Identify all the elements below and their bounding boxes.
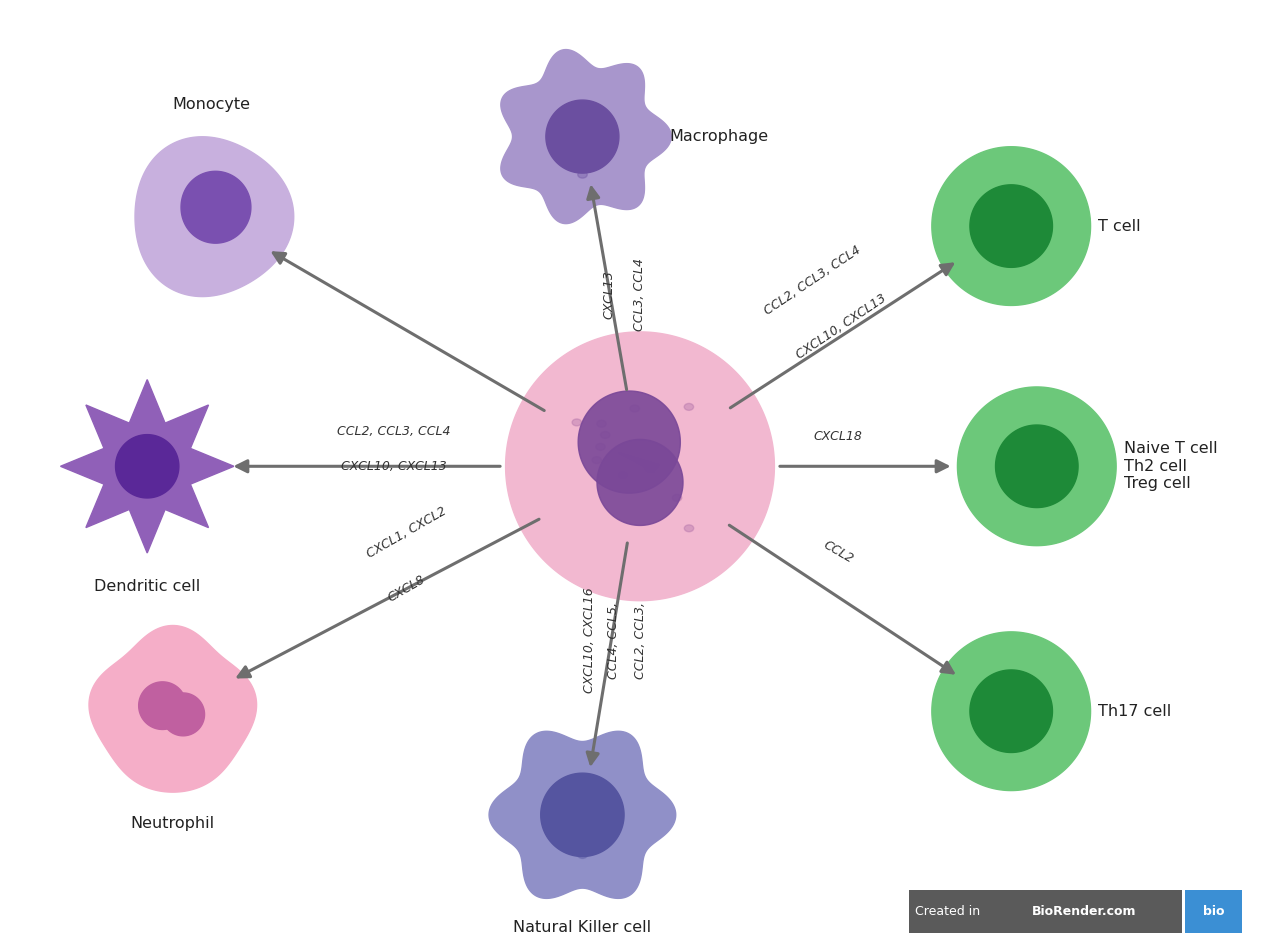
Circle shape <box>672 495 682 501</box>
Circle shape <box>572 419 581 426</box>
Circle shape <box>600 431 611 438</box>
Polygon shape <box>970 670 1052 753</box>
Circle shape <box>572 113 581 121</box>
Text: bio: bio <box>1203 905 1224 918</box>
Polygon shape <box>506 332 774 601</box>
Circle shape <box>550 816 561 823</box>
Polygon shape <box>134 137 293 297</box>
Polygon shape <box>115 434 179 498</box>
Text: T cell: T cell <box>1098 219 1140 234</box>
Circle shape <box>594 783 604 790</box>
Text: CCL2, CCL3,: CCL2, CCL3, <box>635 602 648 679</box>
Polygon shape <box>579 391 681 494</box>
Text: Dendritic cell: Dendritic cell <box>93 579 201 593</box>
Circle shape <box>577 851 588 858</box>
FancyBboxPatch shape <box>909 890 1181 933</box>
Text: Monocyte: Monocyte <box>173 97 250 112</box>
Text: CXCL13: CXCL13 <box>603 270 616 319</box>
Circle shape <box>556 811 566 819</box>
Text: Naive T cell
Th2 cell
Treg cell: Naive T cell Th2 cell Treg cell <box>1124 442 1217 491</box>
Text: CXCL10, CXCL13: CXCL10, CXCL13 <box>340 460 447 473</box>
Circle shape <box>554 129 563 136</box>
Text: CCL2: CCL2 <box>820 538 856 566</box>
Text: Neutrophil: Neutrophil <box>131 816 215 831</box>
FancyBboxPatch shape <box>1185 890 1242 933</box>
Polygon shape <box>500 50 671 223</box>
Polygon shape <box>932 147 1091 305</box>
Text: CXCL10, CXCL13: CXCL10, CXCL13 <box>794 292 888 362</box>
Circle shape <box>552 138 562 144</box>
Circle shape <box>557 133 567 140</box>
Polygon shape <box>90 625 256 792</box>
Circle shape <box>572 790 581 798</box>
Circle shape <box>577 171 588 178</box>
Text: CXCL18: CXCL18 <box>814 430 863 444</box>
Polygon shape <box>180 171 251 243</box>
Text: CCL3, CCL4: CCL3, CCL4 <box>634 258 646 332</box>
Text: CXCL1, CXCL2: CXCL1, CXCL2 <box>365 505 448 560</box>
Polygon shape <box>161 693 205 736</box>
Circle shape <box>630 405 640 412</box>
Polygon shape <box>970 185 1052 268</box>
Circle shape <box>594 106 603 113</box>
Text: CCL2, CCL3, CCL4: CCL2, CCL3, CCL4 <box>762 244 864 318</box>
Text: Macrophage: Macrophage <box>669 129 768 144</box>
Circle shape <box>618 472 627 479</box>
Text: CXCL8: CXCL8 <box>385 573 428 604</box>
Circle shape <box>596 420 607 427</box>
Polygon shape <box>932 632 1091 790</box>
Circle shape <box>685 403 694 411</box>
Circle shape <box>593 457 602 463</box>
Text: CCL4, CCL5,: CCL4, CCL5, <box>608 602 621 679</box>
Circle shape <box>685 525 694 532</box>
Circle shape <box>552 806 562 814</box>
Circle shape <box>595 444 605 450</box>
Polygon shape <box>618 453 659 472</box>
Polygon shape <box>540 773 625 856</box>
Text: BioRender.com: BioRender.com <box>1032 905 1137 918</box>
Text: CXCL10, CXCL16: CXCL10, CXCL16 <box>584 588 596 693</box>
Polygon shape <box>545 100 620 173</box>
Polygon shape <box>996 425 1078 508</box>
Text: Created in: Created in <box>915 905 984 918</box>
Polygon shape <box>138 682 187 729</box>
Polygon shape <box>596 439 684 526</box>
Polygon shape <box>957 387 1116 545</box>
Polygon shape <box>60 380 234 553</box>
Text: CCL2, CCL3, CCL4: CCL2, CCL3, CCL4 <box>337 425 451 438</box>
Text: Th17 cell: Th17 cell <box>1098 704 1171 719</box>
Text: Natural Killer cell: Natural Killer cell <box>513 919 652 934</box>
Polygon shape <box>489 731 676 899</box>
Circle shape <box>645 465 654 473</box>
